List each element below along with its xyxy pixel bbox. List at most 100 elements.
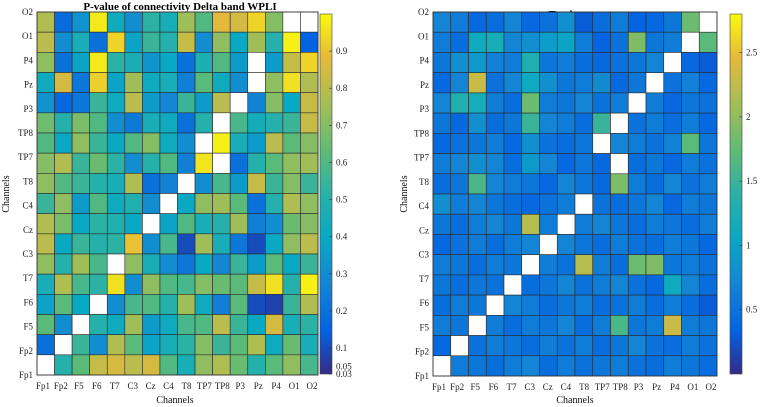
- pv-cell: [106, 11, 126, 33]
- tv-cell: [627, 274, 647, 296]
- pv-cell: [194, 253, 213, 275]
- tv-cell: [681, 173, 700, 195]
- pv-cell: [282, 213, 301, 235]
- tv-cell: [574, 193, 594, 215]
- tv-x-tick-label: Cz: [543, 382, 553, 392]
- pv-y-tick-label: P4: [23, 55, 33, 65]
- pv-x-tick-label: F6: [92, 381, 102, 391]
- pv-cell: [159, 253, 178, 275]
- pv-cell: [212, 132, 231, 154]
- tv-cell: [627, 133, 647, 154]
- pv-cell: [36, 233, 55, 255]
- tv-cell: [681, 213, 700, 235]
- pv-cell: [229, 92, 249, 114]
- tv-x-tick-label: Pz: [652, 382, 661, 392]
- pv-cell: [229, 173, 249, 194]
- tv-cell: [574, 72, 594, 94]
- pv-cell: [124, 92, 143, 114]
- pv-x-tick-label: Fp1: [36, 381, 50, 391]
- tvalue-heatmap-cells: [432, 11, 718, 377]
- tv-cell: [681, 133, 700, 154]
- pv-cell: [212, 294, 231, 315]
- tv-cell: [592, 355, 611, 377]
- tv-cell: [610, 274, 629, 296]
- pv-cell: [36, 31, 55, 53]
- tv-cell: [574, 315, 594, 336]
- pv-cell: [229, 132, 249, 154]
- tv-cell: [574, 355, 594, 377]
- pv-cell: [300, 354, 319, 376]
- tv-cell: [539, 355, 558, 377]
- tv-cell: [485, 153, 505, 175]
- pv-cell: [54, 314, 73, 335]
- pv-cell: [106, 294, 126, 315]
- pv-cell: [212, 253, 231, 275]
- tv-cell: [450, 294, 469, 316]
- tv-cell: [627, 193, 647, 215]
- tv-cell: [539, 315, 558, 336]
- pv-colorbar-tick-label: 0.03: [336, 369, 352, 379]
- tv-y-tick-label: Cz: [419, 225, 429, 235]
- pv-cell: [229, 354, 249, 376]
- pv-cell: [247, 152, 266, 174]
- tv-cell: [610, 294, 629, 316]
- pv-y-tick-label: T7: [23, 273, 33, 283]
- tv-cell: [432, 52, 452, 73]
- tv-cell: [521, 274, 540, 296]
- pv-cell: [106, 213, 126, 235]
- tv-cell: [485, 112, 505, 134]
- pv-cell: [124, 72, 143, 93]
- tv-cell: [574, 112, 594, 134]
- pv-y-tick-label: C3: [22, 249, 33, 259]
- pv-cell: [106, 354, 126, 376]
- pv-cell: [265, 11, 284, 33]
- pv-cell: [194, 294, 213, 315]
- tv-cell: [450, 11, 469, 33]
- pv-cell: [300, 334, 319, 356]
- pv-cell: [194, 92, 213, 114]
- tv-cell: [503, 52, 523, 73]
- tv-cell: [450, 173, 469, 195]
- tv-cell: [592, 315, 611, 336]
- tv-cell: [521, 193, 540, 215]
- tv-cell: [432, 274, 452, 296]
- tv-cell: [468, 173, 487, 195]
- tv-cell: [432, 193, 452, 215]
- tv-cell: [503, 92, 523, 114]
- tv-cell: [610, 254, 629, 276]
- pv-cell: [212, 11, 231, 33]
- pv-cell: [89, 193, 108, 214]
- tv-cell: [450, 254, 469, 276]
- pv-y-tick-label: Fp2: [19, 346, 33, 356]
- pv-cell: [159, 273, 178, 295]
- pv-cell: [89, 52, 108, 73]
- tv-cell: [432, 234, 452, 255]
- tv-x-tick-label: F6: [489, 382, 499, 392]
- tv-x-tick-label: O2: [706, 382, 717, 392]
- tv-cell: [698, 355, 718, 377]
- tv-cell: [610, 72, 629, 94]
- tv-cell: [468, 274, 487, 296]
- tv-cell: [681, 234, 700, 255]
- tv-cell: [539, 11, 558, 33]
- tv-cell: [521, 173, 540, 195]
- pv-cell: [282, 132, 301, 154]
- pv-cell: [36, 213, 55, 235]
- tv-cell: [556, 294, 576, 316]
- pv-x-tick-label: O1: [289, 381, 300, 391]
- pv-cell: [71, 112, 90, 134]
- tv-cell: [663, 315, 682, 336]
- tv-cell: [681, 335, 700, 357]
- tv-cell: [592, 153, 611, 175]
- tv-cell: [592, 173, 611, 195]
- pv-cell: [142, 72, 161, 93]
- pv-x-tick-label: P4: [271, 381, 281, 391]
- tv-cell: [432, 31, 452, 53]
- pv-cell: [106, 152, 126, 174]
- pv-cell: [71, 173, 90, 194]
- pv-cell: [300, 72, 319, 93]
- tv-x-tick-label: C4: [561, 382, 572, 392]
- pvalue-heatmap-frame: [36, 11, 319, 376]
- tv-cell: [610, 213, 629, 235]
- tv-y-tick-label: F5: [419, 323, 429, 333]
